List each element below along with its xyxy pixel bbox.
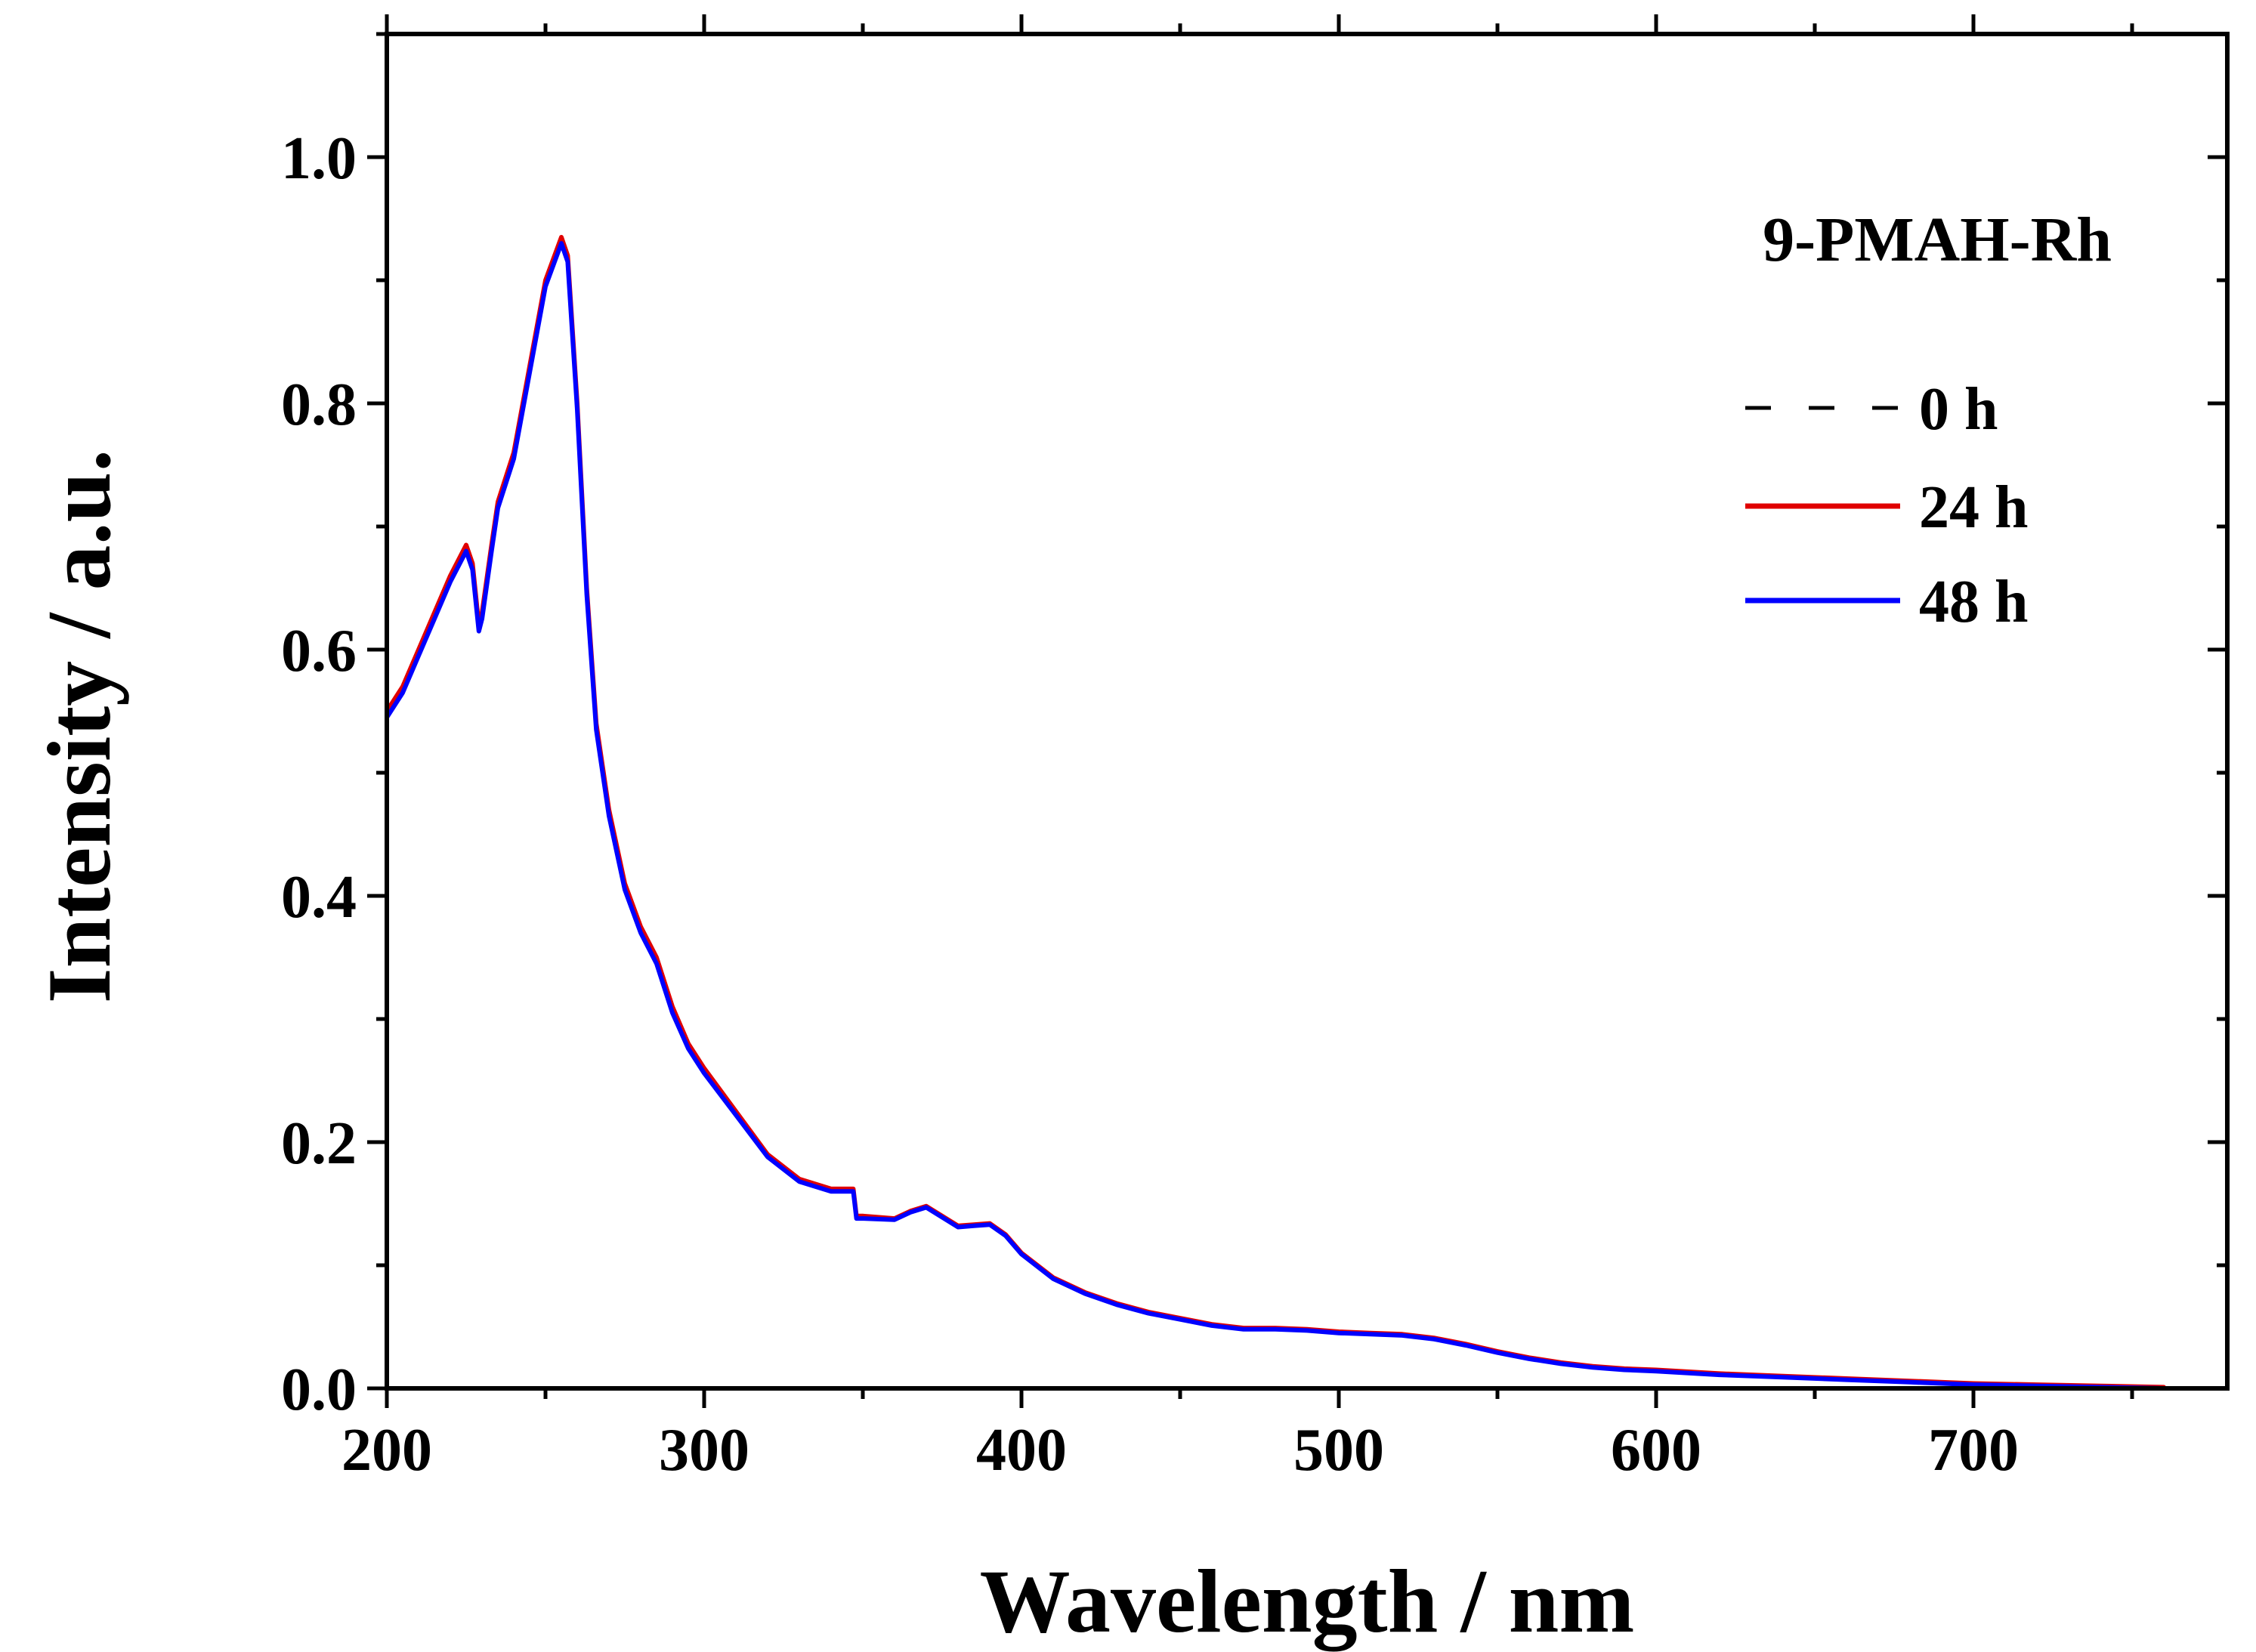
plot-frame: [385, 32, 2230, 1391]
chart-annotation: 9-PMAH-Rh: [1763, 205, 2112, 275]
tick-labels: 200 300 400 500 600 700 0.0 0.2 0.4 0.6 0.8 1.0: [281, 125, 2019, 1484]
y-tick-label: 0.6: [281, 618, 357, 684]
x-tick-label: 700: [1928, 1417, 2019, 1484]
y-axis-title: Intensity / a.u.: [29, 449, 129, 1003]
legend-label-0h: 0 h: [1919, 376, 1998, 443]
legend-label-48h: 48 h: [1919, 569, 2029, 635]
series-line-48h: [385, 241, 2166, 1391]
x-tick-label: 600: [1611, 1417, 1701, 1484]
x-tick-label: 200: [341, 1417, 432, 1484]
x-tick-label: 400: [976, 1417, 1067, 1484]
y-tick-label: 0.0: [281, 1357, 357, 1423]
x-tick-label: 500: [1293, 1417, 1384, 1484]
y-tick-label: 0.8: [281, 372, 357, 438]
plot-series: [385, 235, 2166, 1391]
legend: 0 h 24 h 48 h: [1745, 376, 2029, 635]
y-tick-label: 0.4: [281, 864, 357, 931]
x-tick-label: 300: [659, 1417, 749, 1484]
y-tick-label: 1.0: [281, 125, 357, 192]
x-axis-title: Wavelength / nm: [980, 1551, 1635, 1652]
legend-label-24h: 24 h: [1919, 474, 2029, 541]
y-tick-label: 0.2: [281, 1110, 357, 1177]
